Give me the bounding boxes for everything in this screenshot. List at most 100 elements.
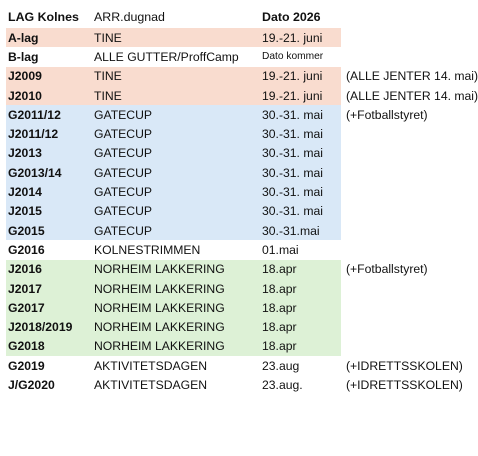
arr-cell: GATECUP bbox=[94, 223, 153, 238]
row-background bbox=[6, 28, 341, 48]
arr-cell: GATECUP bbox=[94, 204, 153, 219]
lag-cell: G2015 bbox=[8, 223, 45, 238]
lag-cell: J2010 bbox=[8, 88, 42, 103]
table-row: G2018 NORHEIM LAKKERING 18.apr bbox=[6, 336, 478, 357]
header-dato: Dato 2026 bbox=[262, 10, 321, 24]
dato-cell: 18.apr bbox=[262, 339, 297, 354]
arr-cell: NORHEIM LAKKERING bbox=[94, 281, 225, 296]
note-cell: (+Fotballstyret) bbox=[346, 107, 428, 122]
dato-cell: 30.-31. mai bbox=[262, 165, 323, 180]
dato-cell: 30.-31. mai bbox=[262, 107, 323, 122]
arr-cell: ALLE GUTTER/ProffCamp bbox=[94, 49, 239, 64]
dugnad-table: LAG Kolnes ARR.dugnad Dato 2026 A-lag TIN… bbox=[6, 6, 478, 395]
table-row: J2014 GATECUP 30.-31. mai bbox=[6, 182, 478, 202]
note-cell: (+IDRETTSSKOLEN) bbox=[346, 377, 463, 392]
table-row: G2013/14 GATECUP 30.-31. mai bbox=[6, 163, 478, 183]
arr-cell: NORHEIM LAKKERING bbox=[94, 300, 225, 315]
row-background bbox=[6, 220, 341, 241]
row-background bbox=[6, 336, 341, 357]
row-background bbox=[6, 163, 341, 183]
table-row: J/G2020 AKTIVITETSDAGEN 23.aug. (+IDRETTSSK… bbox=[6, 375, 478, 394]
arr-cell: KOLNESTRIMMEN bbox=[94, 242, 201, 257]
table-row: G2015 GATECUP 30.-31.mai bbox=[6, 220, 478, 241]
lag-cell: B-lag bbox=[8, 49, 39, 64]
dato-cell: 18.apr bbox=[262, 300, 297, 315]
dato-cell: 30.-31. mai bbox=[262, 204, 323, 219]
dato-cell: 30.-31.mai bbox=[262, 223, 320, 238]
row-background bbox=[6, 85, 341, 106]
dato-cell: 18.apr bbox=[262, 281, 297, 296]
dato-cell: 19.-21. juni bbox=[262, 88, 323, 103]
lag-cell: G2016 bbox=[8, 242, 45, 257]
lag-cell: J2011/12 bbox=[8, 127, 59, 142]
lag-cell: G2017 bbox=[8, 300, 45, 315]
row-background bbox=[6, 259, 341, 279]
arr-cell: NORHEIM LAKKERING bbox=[94, 320, 225, 335]
header-arr: ARR.dugnad bbox=[94, 10, 165, 24]
lag-cell: G2013/14 bbox=[8, 165, 62, 180]
lag-cell: G2011/12 bbox=[8, 107, 61, 122]
table-row: G2017 NORHEIM LAKKERING 18.apr bbox=[6, 298, 478, 318]
row-background bbox=[6, 124, 341, 144]
table-row: G2019 AKTIVITETSDAGEN 23.aug (+IDRETTSSKOLE… bbox=[6, 356, 478, 375]
table-row: J2009 TINE 19.-21. juni (ALLE JENTER 14. ma… bbox=[6, 66, 478, 86]
table-row: J2017 NORHEIM LAKKERING 18.apr bbox=[6, 278, 478, 299]
arr-cell: AKTIVITETSDAGEN bbox=[94, 377, 208, 392]
row-background bbox=[6, 143, 341, 164]
note-cell: (+Fotballstyret) bbox=[346, 262, 428, 277]
arr-cell: GATECUP bbox=[94, 165, 153, 180]
row-background bbox=[6, 278, 341, 299]
dato-cell: 01.mai bbox=[262, 242, 299, 257]
lag-cell: A-lag bbox=[8, 30, 39, 45]
dato-cell: 18.apr bbox=[262, 320, 297, 335]
lag-cell: J2014 bbox=[8, 185, 42, 200]
row-background bbox=[6, 201, 341, 221]
arr-cell: GATECUP bbox=[94, 146, 153, 161]
lag-cell: J2015 bbox=[8, 204, 42, 219]
note-cell: (+IDRETTSSKOLEN) bbox=[346, 358, 463, 373]
arr-cell: NORHEIM LAKKERING bbox=[94, 262, 225, 277]
row-background bbox=[6, 317, 341, 337]
dato-cell: 30.-31. mai bbox=[262, 127, 323, 142]
arr-cell: TINE bbox=[94, 69, 122, 84]
dato-cell: 23.aug. bbox=[262, 377, 303, 392]
lag-cell: J2013 bbox=[8, 146, 42, 161]
arr-cell: TINE bbox=[94, 88, 122, 103]
table-row: J2013 GATECUP 30.-31. mai bbox=[6, 143, 478, 164]
arr-cell: GATECUP bbox=[94, 127, 153, 142]
lag-cell: J2018/2019 bbox=[8, 320, 73, 335]
row-background bbox=[6, 298, 341, 318]
lag-cell: G2019 bbox=[8, 358, 45, 373]
lag-cell: J/G2020 bbox=[8, 377, 55, 392]
dato-cell: 30.-31. mai bbox=[262, 185, 323, 200]
table-row: J2018/2019 NORHEIM LAKKERING 18.apr bbox=[6, 317, 478, 337]
table-body: A-lag TINE 19.-21. juni B-lag ALLE GUTTER/Pr… bbox=[6, 28, 478, 395]
arr-cell: GATECUP bbox=[94, 107, 153, 122]
dato-cell: 18.apr bbox=[262, 262, 297, 277]
table-row: G2016 KOLNESTRIMMEN 01.mai bbox=[6, 240, 478, 259]
lag-cell: J2017 bbox=[8, 281, 42, 296]
lag-cell: G2018 bbox=[8, 339, 45, 354]
dato-cell: Dato kommer bbox=[262, 51, 324, 63]
arr-cell: GATECUP bbox=[94, 185, 153, 200]
dato-cell: 30.-31. mai bbox=[262, 146, 323, 161]
header-row: LAG Kolnes ARR.dugnad Dato 2026 bbox=[6, 6, 478, 28]
dato-cell: 23.aug bbox=[262, 358, 300, 373]
row-background bbox=[6, 66, 341, 86]
dato-cell: 19.-21. juni bbox=[262, 69, 323, 84]
table-row: J2010 TINE 19.-21. juni (ALLE JENTER 14. ma… bbox=[6, 85, 478, 106]
table-row: J2011/12 GATECUP 30.-31. mai bbox=[6, 124, 478, 144]
table-row: G2011/12 GATECUP 30.-31. mai (+Fotballstyre… bbox=[6, 105, 478, 125]
arr-cell: TINE bbox=[94, 30, 122, 45]
row-background bbox=[6, 105, 341, 125]
table-row: J2015 GATECUP 30.-31. mai bbox=[6, 201, 478, 221]
table-row: A-lag TINE 19.-21. juni bbox=[6, 28, 478, 48]
arr-cell: NORHEIM LAKKERING bbox=[94, 339, 225, 354]
dato-cell: 19.-21. juni bbox=[262, 30, 323, 45]
lag-cell: J2009 bbox=[8, 69, 42, 84]
table-row: B-lag ALLE GUTTER/ProffCamp Dato kommer bbox=[6, 47, 478, 66]
note-cell: (ALLE JENTER 14. mai) bbox=[346, 69, 478, 84]
row-background bbox=[6, 182, 341, 202]
header-lag: LAG Kolnes bbox=[8, 10, 79, 24]
lag-cell: J2016 bbox=[8, 262, 42, 277]
